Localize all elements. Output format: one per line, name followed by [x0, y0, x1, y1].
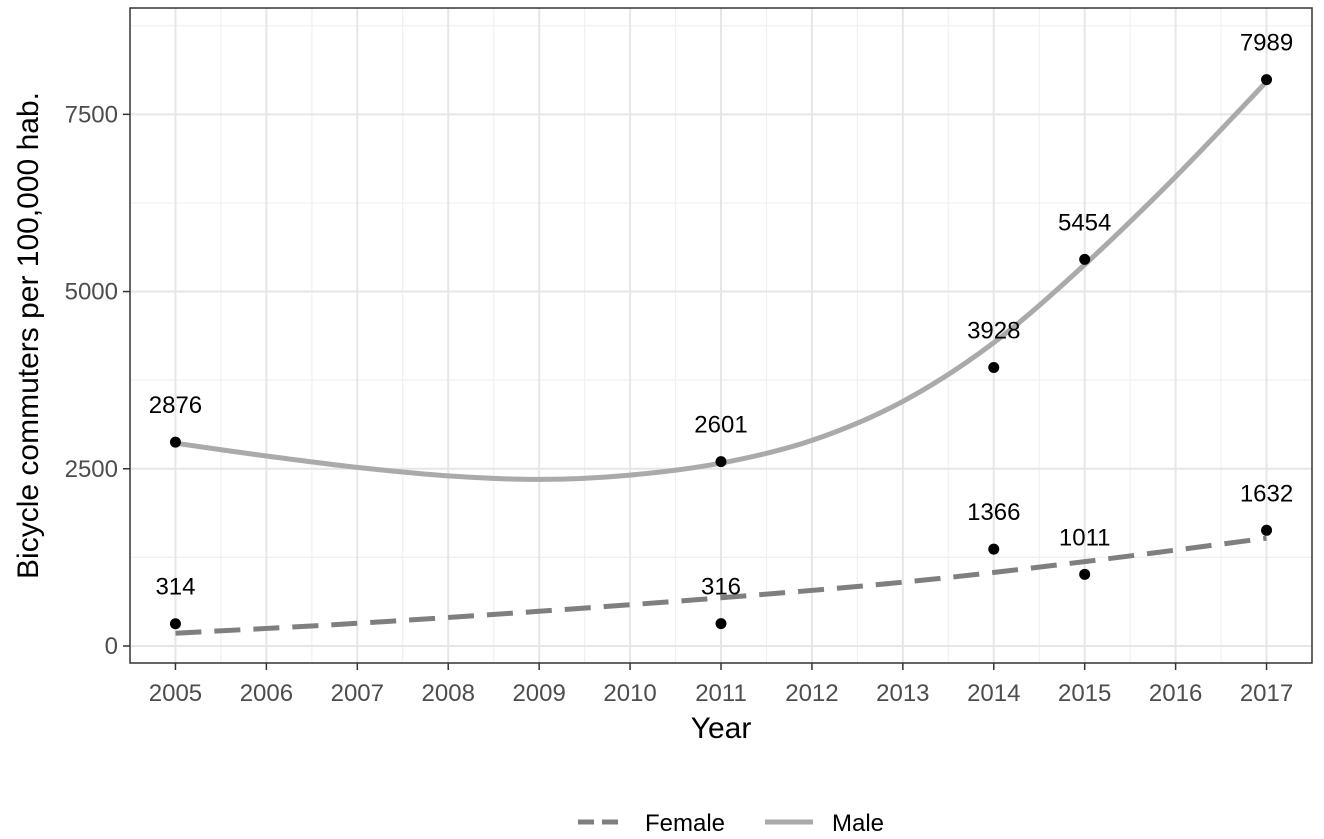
male-data-label: 3928: [967, 318, 1020, 345]
x-tick-label: 2017: [1240, 680, 1293, 707]
y-axis-title: Bicycle commuters per 100,000 hab.: [12, 92, 45, 579]
y-tick-label: 2500: [65, 456, 118, 483]
legend: Female Male: [578, 810, 884, 837]
female-legend-label: Female: [645, 810, 725, 837]
female-fit-line: [175, 535, 1267, 636]
y-tick-label: 0: [105, 633, 118, 660]
female-data-point: [988, 543, 1000, 555]
data-points: [169, 74, 1273, 630]
x-tick-label: 2009: [512, 680, 565, 707]
male-data-point: [1261, 74, 1273, 86]
data-labels: 314 316 1366 1011 1632 2876 2601 3928 5454 7989: [149, 30, 1293, 601]
male-legend-label: Male: [832, 810, 884, 837]
fit-lines: [175, 79, 1269, 636]
x-tick-label: 2008: [422, 680, 475, 707]
x-tick-label: 2015: [1058, 680, 1111, 707]
x-tick-label: 2010: [603, 680, 656, 707]
female-data-label: 1632: [1240, 480, 1293, 507]
x-tick-label: 2011: [695, 680, 747, 707]
y-tick-label: 7500: [65, 101, 118, 128]
female-data-label: 314: [155, 574, 195, 601]
male-data-label: 2876: [149, 392, 202, 419]
female-data-point: [715, 618, 727, 630]
female-data-point: [1079, 568, 1091, 580]
female-data-label: 316: [701, 574, 741, 601]
x-tick-label: 2005: [149, 680, 202, 707]
female-data-point: [169, 618, 181, 630]
x-tick-label: 2014: [967, 680, 1020, 707]
x-tick-label: 2007: [331, 680, 384, 707]
male-data-point: [1079, 253, 1091, 265]
x-tick-label: 2006: [240, 680, 293, 707]
x-axis-title: Year: [691, 712, 752, 745]
female-data-point: [1261, 524, 1273, 536]
axes: 0 2500 5000 7500 2005 2006 2007 2008 2009 2010 201…: [65, 101, 1294, 707]
male-fit-line: [175, 79, 1269, 482]
male-data-point: [988, 362, 1000, 374]
x-tick-label: 2013: [876, 680, 929, 707]
male-data-label: 5454: [1058, 209, 1111, 236]
female-data-label: 1011: [1059, 524, 1111, 551]
male-data-point: [169, 436, 181, 448]
x-tick-label: 2012: [785, 680, 838, 707]
grid: [130, 8, 1312, 663]
x-tick-label: 2016: [1149, 680, 1202, 707]
female-data-label: 1366: [967, 499, 1020, 526]
male-data-point: [715, 456, 727, 468]
male-data-label: 2601: [694, 412, 747, 439]
y-tick-label: 5000: [65, 279, 118, 306]
male-data-label: 7989: [1240, 30, 1293, 57]
